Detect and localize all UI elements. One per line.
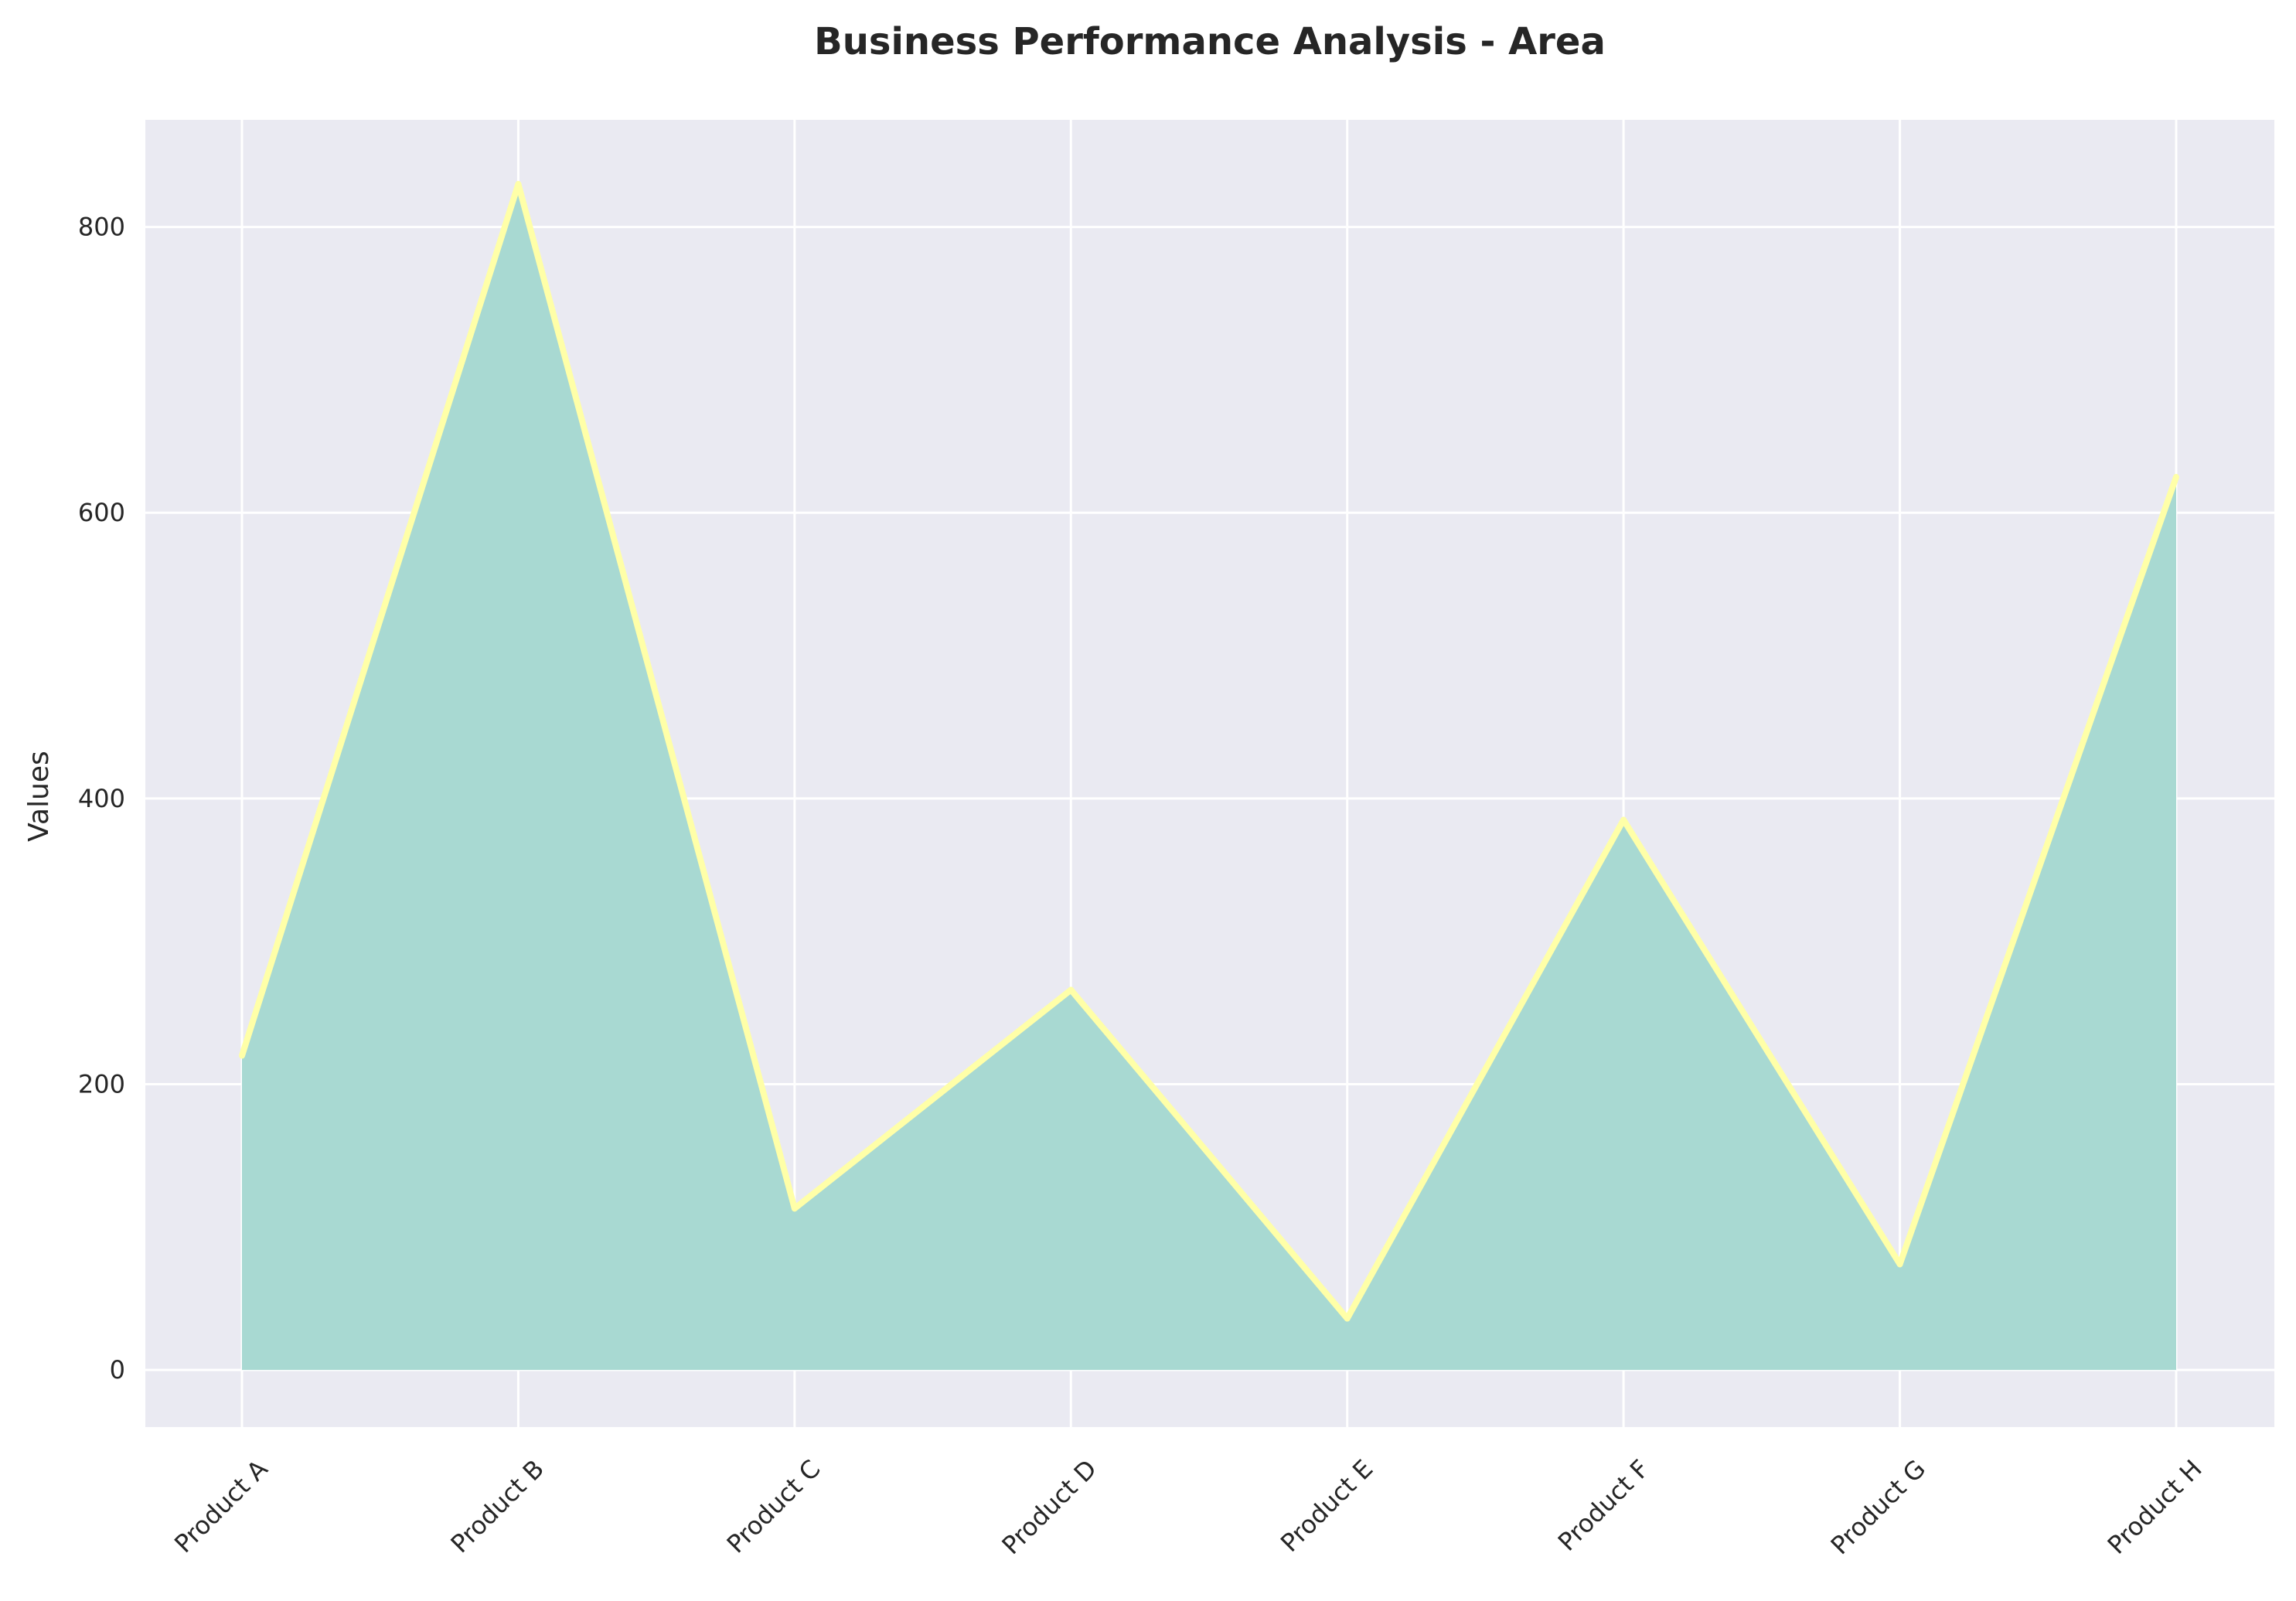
data-point-product-a	[239, 1052, 245, 1059]
data-point-product-b	[515, 181, 522, 188]
y-tick-label: 400	[78, 784, 125, 813]
y-tick-label: 200	[78, 1069, 125, 1099]
data-point-product-c	[791, 1205, 798, 1212]
x-tick-label: Product D	[996, 1454, 1102, 1560]
y-tick-labels: 0 200 400 600 800	[78, 213, 125, 1385]
y-tick-label: 0	[110, 1355, 125, 1385]
x-tick-labels: Product A Product B Product C Product D Prod…	[169, 1454, 2207, 1561]
x-tick-label: Product H	[2102, 1454, 2208, 1560]
data-point-product-h	[2173, 474, 2179, 481]
x-tick-label: Product C	[721, 1454, 826, 1559]
y-tick-label: 800	[78, 213, 125, 242]
data-point-product-e	[1344, 1315, 1351, 1322]
series-layer	[239, 181, 2179, 1371]
x-tick-label: Product G	[1825, 1454, 1932, 1561]
x-tick-label: Product E	[1275, 1454, 1378, 1558]
data-point-product-d	[1068, 986, 1075, 993]
data-point-product-f	[1620, 816, 1627, 823]
series-line	[239, 181, 2179, 1322]
y-axis-label: Values	[23, 751, 55, 842]
x-tick-label: Product A	[169, 1454, 274, 1559]
data-point-product-g	[1896, 1261, 1903, 1268]
y-tick-label: 600	[78, 498, 125, 527]
series-area-fill	[242, 184, 2176, 1371]
x-tick-label: Product F	[1552, 1454, 1655, 1557]
x-tick-label: Product B	[445, 1454, 550, 1558]
chart-title: Business Performance Analysis - Area	[814, 20, 1606, 63]
